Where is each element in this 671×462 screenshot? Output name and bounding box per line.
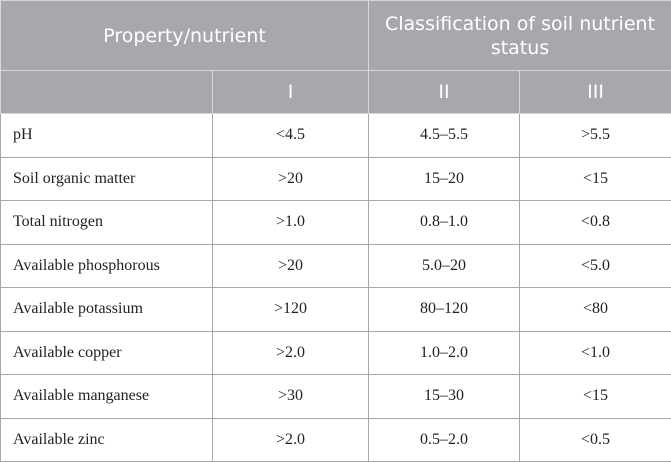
table-row: Available potassium >120 80–120 <80 <box>0 287 671 332</box>
class-value: >2.0 <box>211 417 370 462</box>
header-row: I II III <box>0 70 671 114</box>
property-name: Available copper <box>0 330 213 375</box>
class-value: 4.5–5.5 <box>368 113 521 158</box>
property-name: Available potassium <box>0 287 213 332</box>
class-value: <15 <box>519 156 671 201</box>
class-value: >30 <box>211 374 370 419</box>
class-value: <0.5 <box>519 417 671 462</box>
class-value: <5.0 <box>519 243 671 288</box>
header-row: Property/nutrient Classification of soil… <box>0 0 671 71</box>
table-row: pH <4.5 4.5–5.5 >5.5 <box>0 113 671 158</box>
class-header: II <box>368 70 521 114</box>
header-cell: Classification of soil nutrient status <box>368 0 671 71</box>
table-row: Available zinc >2.0 0.5–2.0 <0.5 <box>0 417 671 462</box>
class-value: >120 <box>211 287 370 332</box>
class-value: 1.0–2.0 <box>368 330 521 375</box>
property-name: Available zinc <box>0 417 213 462</box>
class-value: 15–20 <box>368 156 521 201</box>
class-value: <4.5 <box>211 113 370 158</box>
table-row: Total nitrogen >1.0 0.8–1.0 <0.8 <box>0 200 671 245</box>
class-value: <0.8 <box>519 200 671 245</box>
table-row: Available phosphorous >20 5.0–20 <5.0 <box>0 243 671 288</box>
property-name: Soil organic matter <box>0 156 213 201</box>
class-value: 5.0–20 <box>368 243 521 288</box>
header-cell: Property/nutrient <box>0 0 370 71</box>
class-value: >5.5 <box>519 113 671 158</box>
property-name: Total nitrogen <box>0 200 213 245</box>
class-value: >1.0 <box>211 200 370 245</box>
class-value: <15 <box>519 374 671 419</box>
table-row: Available copper >2.0 1.0–2.0 <1.0 <box>0 330 671 375</box>
property-name: Available phosphorous <box>0 243 213 288</box>
class-value: >2.0 <box>211 330 370 375</box>
class-value: <1.0 <box>519 330 671 375</box>
property-name: pH <box>0 113 213 158</box>
table-row: Soil organic matter >20 15–20 <15 <box>0 156 671 201</box>
class-value: 0.5–2.0 <box>368 417 521 462</box>
class-header: I <box>211 70 370 114</box>
class-value: >20 <box>211 243 370 288</box>
table-row: Available manganese >30 15–30 <15 <box>0 374 671 419</box>
class-value: >20 <box>211 156 370 201</box>
property-name: Available manganese <box>0 374 213 419</box>
class-value: <80 <box>519 287 671 332</box>
class-value: 15–30 <box>368 374 521 419</box>
class-value: 80–120 <box>368 287 521 332</box>
class-header: III <box>519 70 671 114</box>
table-body: pH <4.5 4.5–5.5 >5.5 Soil organic matter >20 1… <box>0 113 671 462</box>
header-cell <box>0 70 213 114</box>
class-value: 0.8–1.0 <box>368 200 521 245</box>
